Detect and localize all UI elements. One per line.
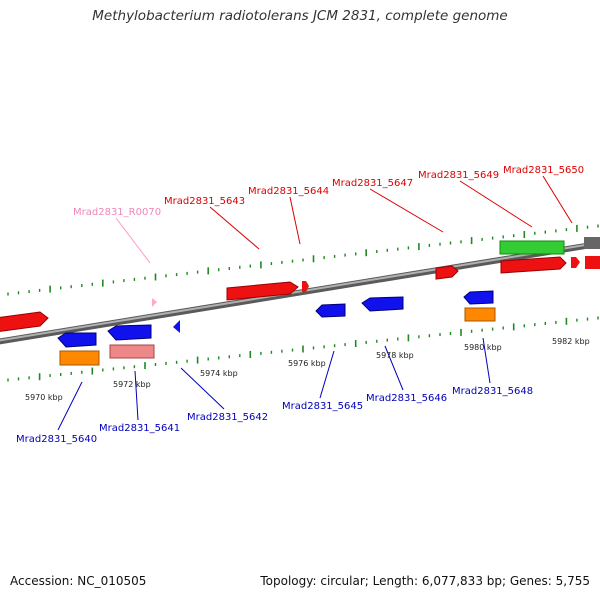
gene-block[interactable] [226,281,299,301]
gene-block[interactable] [571,257,580,268]
top-gene-labels: Mrad2831_R0070 Mrad2831_5643 Mrad2831_56… [73,165,584,218]
gene-block[interactable] [463,290,494,305]
gene-block-grey[interactable] [584,237,600,249]
gene-label[interactable]: Mrad2831_5646 [366,393,447,404]
kbp-label: 5972 kbp [113,380,151,389]
gene-label[interactable]: Mrad2831_5640 [16,434,97,445]
gene-label[interactable]: Mrad2831_5649 [418,170,499,181]
rna-marker[interactable] [152,298,157,307]
leader-line [384,345,404,391]
gene-block[interactable] [57,332,97,348]
gene-block[interactable] [302,281,309,292]
gene-label[interactable]: Mrad2831_5643 [164,196,245,207]
leader-line [115,217,151,264]
leader-line [134,370,139,421]
gene-block[interactable] [361,296,404,312]
kbp-label: 5978 kbp [376,351,414,360]
bottom-gene-labels: Mrad2831_5640 Mrad2831_5641 Mrad2831_564… [16,386,533,445]
reverse-strand-features [57,290,496,366]
genome-backbone-highlight [0,241,600,342]
kbp-scale-labels: 5970 kbp 5972 kbp 5974 kbp 5976 kbp 5978… [25,337,590,402]
gene-block-rrna[interactable] [499,240,565,255]
gene-block[interactable] [173,320,180,333]
gene-label[interactable]: Mrad2831_5642 [187,412,268,423]
gene-block[interactable] [500,256,567,274]
gene-block[interactable] [107,324,152,341]
kbp-label: 5970 kbp [25,393,63,402]
gene-block[interactable] [435,265,459,280]
leader-line [482,337,491,384]
gene-block-orange[interactable] [59,350,100,366]
leader-line [459,180,533,228]
accession-text: Accession: NC_010505 [10,574,147,588]
genome-title: Methylobacterium radiotolerans JCM 2831,… [92,8,508,24]
leader-line [369,188,444,233]
forward-strand-features [0,237,600,332]
kbp-label: 5982 kbp [552,337,590,346]
top-scale-ticks [7,224,599,296]
label-leader-lines [57,175,573,431]
genome-summary-text: Topology: circular; Length: 6,077,833 bp… [260,574,590,588]
gene-label[interactable]: Mrad2831_5648 [452,386,533,397]
leader-line [57,381,83,431]
leader-line [209,206,260,250]
gene-label[interactable]: Mrad2831_5645 [282,401,363,412]
gene-block[interactable] [585,256,600,269]
gene-label[interactable]: Mrad2831_5641 [99,423,180,434]
leader-line [542,175,573,224]
gene-block[interactable] [315,303,346,318]
kbp-label: 5980 kbp [464,343,502,352]
leader-line [180,367,225,410]
gene-block-orange[interactable] [464,307,496,322]
gene-label[interactable]: Mrad2831_5644 [248,186,329,197]
gene-label-rna[interactable]: Mrad2831_R0070 [73,207,161,218]
gene-label[interactable]: Mrad2831_5650 [503,165,584,176]
bottom-scale-ticks [7,316,599,382]
gene-block-pink[interactable] [109,344,155,359]
leader-line [289,196,301,245]
gene-label[interactable]: Mrad2831_5647 [332,178,413,189]
gene-block[interactable] [0,311,49,332]
leader-line [319,350,335,399]
kbp-label: 5974 kbp [200,369,238,378]
kbp-label: 5976 kbp [288,359,326,368]
